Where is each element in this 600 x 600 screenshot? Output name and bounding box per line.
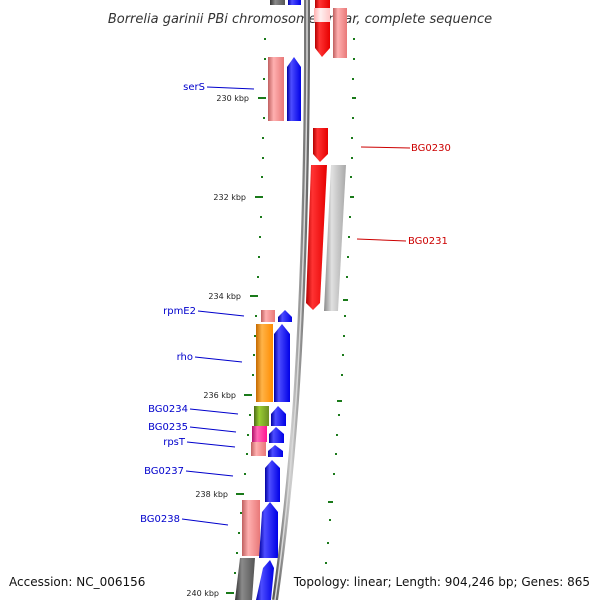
feature-BG0237-cds	[265, 460, 280, 502]
feature-rho-orange	[256, 324, 273, 402]
scale-label-240: 240 kbp	[186, 589, 219, 598]
feature-BG0231-cds	[306, 165, 327, 310]
gene-label-BG0235[interactable]: BG0235	[148, 422, 188, 433]
gene-label-rpsT[interactable]: rpsT	[163, 437, 186, 448]
gene-label-BG0238[interactable]: BG0238	[140, 514, 180, 525]
genome-axis-highlight	[274, 0, 308, 600]
feature-BG0235-magenta	[252, 426, 267, 442]
feature-rho-cds	[274, 324, 290, 402]
feature-serS-rna	[268, 57, 284, 121]
inner-features	[235, 0, 301, 600]
scale-label-234: 234 kbp	[208, 292, 241, 301]
feature-BG0234-cds	[271, 406, 286, 426]
feature-BG0234-olive	[254, 406, 269, 426]
gene-label-BG0230[interactable]: BG0230	[411, 143, 451, 154]
scale-label-230: 230 kbp	[216, 94, 249, 103]
feature-rpmE2-cds	[278, 310, 292, 322]
scale-label-232: 232 kbp	[213, 193, 246, 202]
feature-top-dark	[270, 0, 285, 5]
gene-label-BG0234[interactable]: BG0234	[148, 404, 188, 415]
feature-BG0238-cds	[259, 502, 278, 558]
scale-label-236: 236 kbp	[203, 391, 236, 400]
feature-top-pink	[333, 8, 347, 58]
inner-tick-marks	[234, 38, 266, 574]
gene-label-rpmE2[interactable]: rpmE2	[163, 306, 196, 317]
gene-label-BG0231[interactable]: BG0231	[408, 236, 448, 247]
accession-text: Accession: NC_006156	[9, 575, 145, 589]
gene-labels: serS rpmE2 rho BG0234 BG0235 rpsT BG0237…	[140, 82, 451, 525]
feature-rpmE2-rna	[261, 310, 275, 322]
outer-features	[306, 0, 347, 311]
feature-BG0231-pseudo	[324, 165, 346, 311]
feature-BG0230-cds	[313, 128, 328, 162]
gene-label-BG0237[interactable]: BG0237	[144, 466, 184, 477]
feature-rpsT-cds	[268, 445, 283, 457]
feature-top-pale	[314, 8, 330, 22]
feature-BG0238-rna	[242, 500, 260, 556]
feature-top-blue	[288, 0, 301, 5]
feature-bottom-blue	[256, 560, 274, 600]
scale-label-238: 238 kbp	[195, 490, 228, 499]
map-title: Borrelia garinii PBi chromosome linear, …	[108, 12, 492, 27]
feature-BG0235-cds	[269, 427, 284, 443]
feature-bottom-dark	[235, 558, 255, 600]
label-leaders	[181, 86, 411, 526]
outer-tick-marks	[325, 38, 356, 564]
scale-labels: 230 kbp 232 kbp 234 kbp 236 kbp 238 kbp …	[186, 94, 249, 598]
gene-label-serS[interactable]: serS	[183, 82, 205, 93]
major-ticks	[226, 97, 266, 594]
feature-rpsT-rna	[251, 442, 266, 456]
genome-summary-text: Topology: linear; Length: 904,246 bp; Ge…	[293, 575, 590, 589]
gene-label-rho[interactable]: rho	[177, 352, 193, 363]
feature-serS-cds	[287, 57, 301, 121]
